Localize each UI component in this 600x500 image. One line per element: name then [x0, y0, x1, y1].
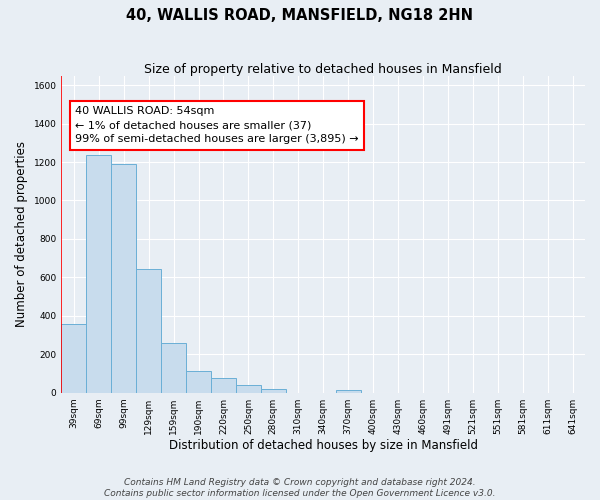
X-axis label: Distribution of detached houses by size in Mansfield: Distribution of detached houses by size …: [169, 440, 478, 452]
Bar: [61, 324, 86, 392]
Bar: [236, 386, 261, 392]
Bar: [136, 268, 161, 392]
Bar: [186, 370, 211, 392]
Bar: [161, 342, 186, 392]
Bar: [335, 390, 361, 392]
Bar: [261, 389, 286, 392]
Bar: [211, 378, 236, 392]
Text: 40 WALLIS ROAD: 54sqm
← 1% of detached houses are smaller (37)
99% of semi-detac: 40 WALLIS ROAD: 54sqm ← 1% of detached h…: [75, 106, 359, 144]
Text: Contains HM Land Registry data © Crown copyright and database right 2024.
Contai: Contains HM Land Registry data © Crown c…: [104, 478, 496, 498]
Bar: [86, 156, 111, 392]
Title: Size of property relative to detached houses in Mansfield: Size of property relative to detached ho…: [145, 62, 502, 76]
Bar: [111, 164, 136, 392]
Text: 40, WALLIS ROAD, MANSFIELD, NG18 2HN: 40, WALLIS ROAD, MANSFIELD, NG18 2HN: [127, 8, 473, 22]
Y-axis label: Number of detached properties: Number of detached properties: [15, 141, 28, 327]
